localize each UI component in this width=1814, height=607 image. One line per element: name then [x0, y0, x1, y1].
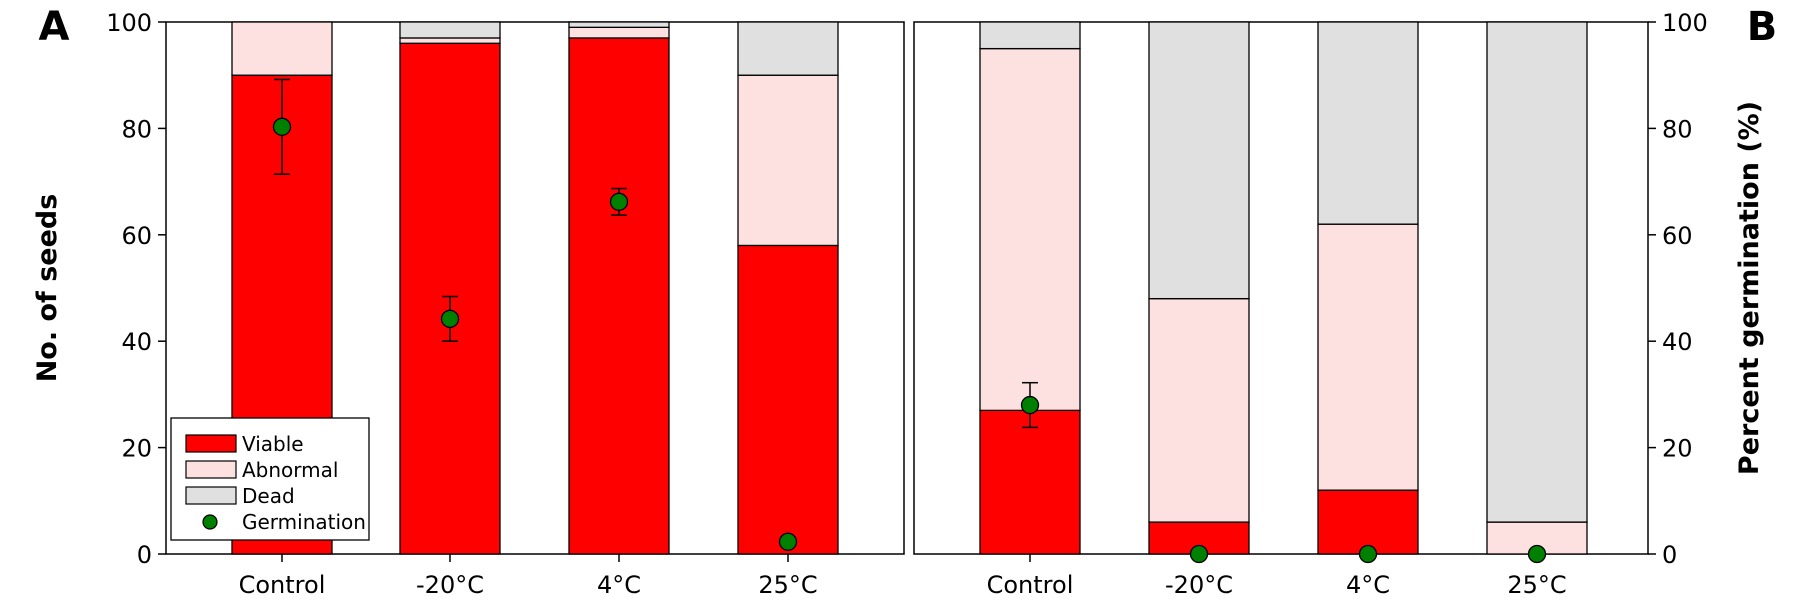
- germination-point-1: [1020, 395, 1040, 415]
- bar-viable-1: [979, 409, 1081, 555]
- x-tick-label: -20°C: [416, 571, 484, 599]
- x-tick-label: 25°C: [1507, 571, 1566, 599]
- x-tick-label: Control: [987, 571, 1074, 599]
- y-tick-label: 100: [106, 9, 152, 37]
- bar-abnormal-1: [231, 21, 333, 76]
- legend-label-abnormal: Abnormal: [242, 458, 338, 482]
- y-tick-label: 40: [1662, 328, 1693, 356]
- panel-letter: A: [39, 4, 70, 50]
- legend-swatch-abnormal: [185, 460, 237, 479]
- bar-dead-3: [568, 21, 670, 28]
- legend-label-dead: Dead: [242, 484, 295, 508]
- x-tick-label: Control: [239, 571, 326, 599]
- bar-viable-4: [737, 244, 839, 555]
- legend-swatch-dead: [185, 486, 237, 505]
- y-tick-label: 0: [137, 541, 152, 569]
- y-tick-label: 0: [1662, 541, 1677, 569]
- y-tick-label: 80: [1662, 115, 1693, 143]
- y-tick-label: 60: [121, 222, 152, 250]
- bar-abnormal-2: [399, 37, 501, 44]
- bar-dead-2: [399, 21, 501, 39]
- y-tick-label: 80: [121, 115, 152, 143]
- y-tick-label: 20: [121, 435, 152, 463]
- y-tick-label: 20: [1662, 435, 1693, 463]
- bar-abnormal-3: [1317, 223, 1419, 491]
- y-axis-label: Percent germination (%): [1734, 101, 1765, 475]
- panel-letter: B: [1747, 4, 1778, 50]
- bar-abnormal-1: [979, 47, 1081, 412]
- bar-dead-3: [1317, 21, 1419, 225]
- bar-dead-1: [979, 21, 1081, 50]
- y-tick-label: 60: [1662, 222, 1693, 250]
- legend-label-viable: Viable: [242, 432, 304, 456]
- germination-point-3: [609, 192, 629, 211]
- bar-viable-3: [1317, 489, 1419, 555]
- x-tick-label: 4°C: [597, 571, 641, 599]
- germination-point-4: [778, 532, 798, 551]
- y-axis-label: No. of seeds: [32, 194, 63, 383]
- y-tick-label: 100: [1662, 9, 1708, 37]
- x-tick-label: 25°C: [758, 571, 817, 599]
- x-tick-label: 4°C: [1346, 571, 1390, 599]
- panel-b: 0 20 40 60 80 100 Control -20°C 4°C 25°C Percent g…: [913, 4, 1778, 599]
- germination-point-2: [1189, 544, 1209, 564]
- germination-point-2: [440, 309, 460, 329]
- x-tick-label: -20°C: [1165, 571, 1233, 599]
- legend-label-germination: Germination: [242, 510, 366, 534]
- y-tick-label: 40: [121, 328, 152, 356]
- germination-point-3: [1358, 544, 1378, 564]
- germination-point-1: [272, 117, 292, 136]
- bar-viable-3: [568, 37, 670, 555]
- bar-abnormal-2: [1148, 297, 1250, 523]
- germination-point-4: [1527, 544, 1547, 564]
- legend-swatch-germination: [202, 514, 218, 530]
- bar-abnormal-4: [737, 74, 839, 247]
- panel-a: 0 20 40 60 80 100 Control -20°C 4°C 25°C No. of se…: [32, 4, 905, 599]
- bar-abnormal-3: [568, 26, 670, 39]
- bar-dead-4: [1486, 21, 1588, 523]
- bar-dead-2: [1148, 21, 1250, 300]
- legend-swatch-viable: [185, 434, 237, 453]
- bar-dead-4: [737, 21, 839, 76]
